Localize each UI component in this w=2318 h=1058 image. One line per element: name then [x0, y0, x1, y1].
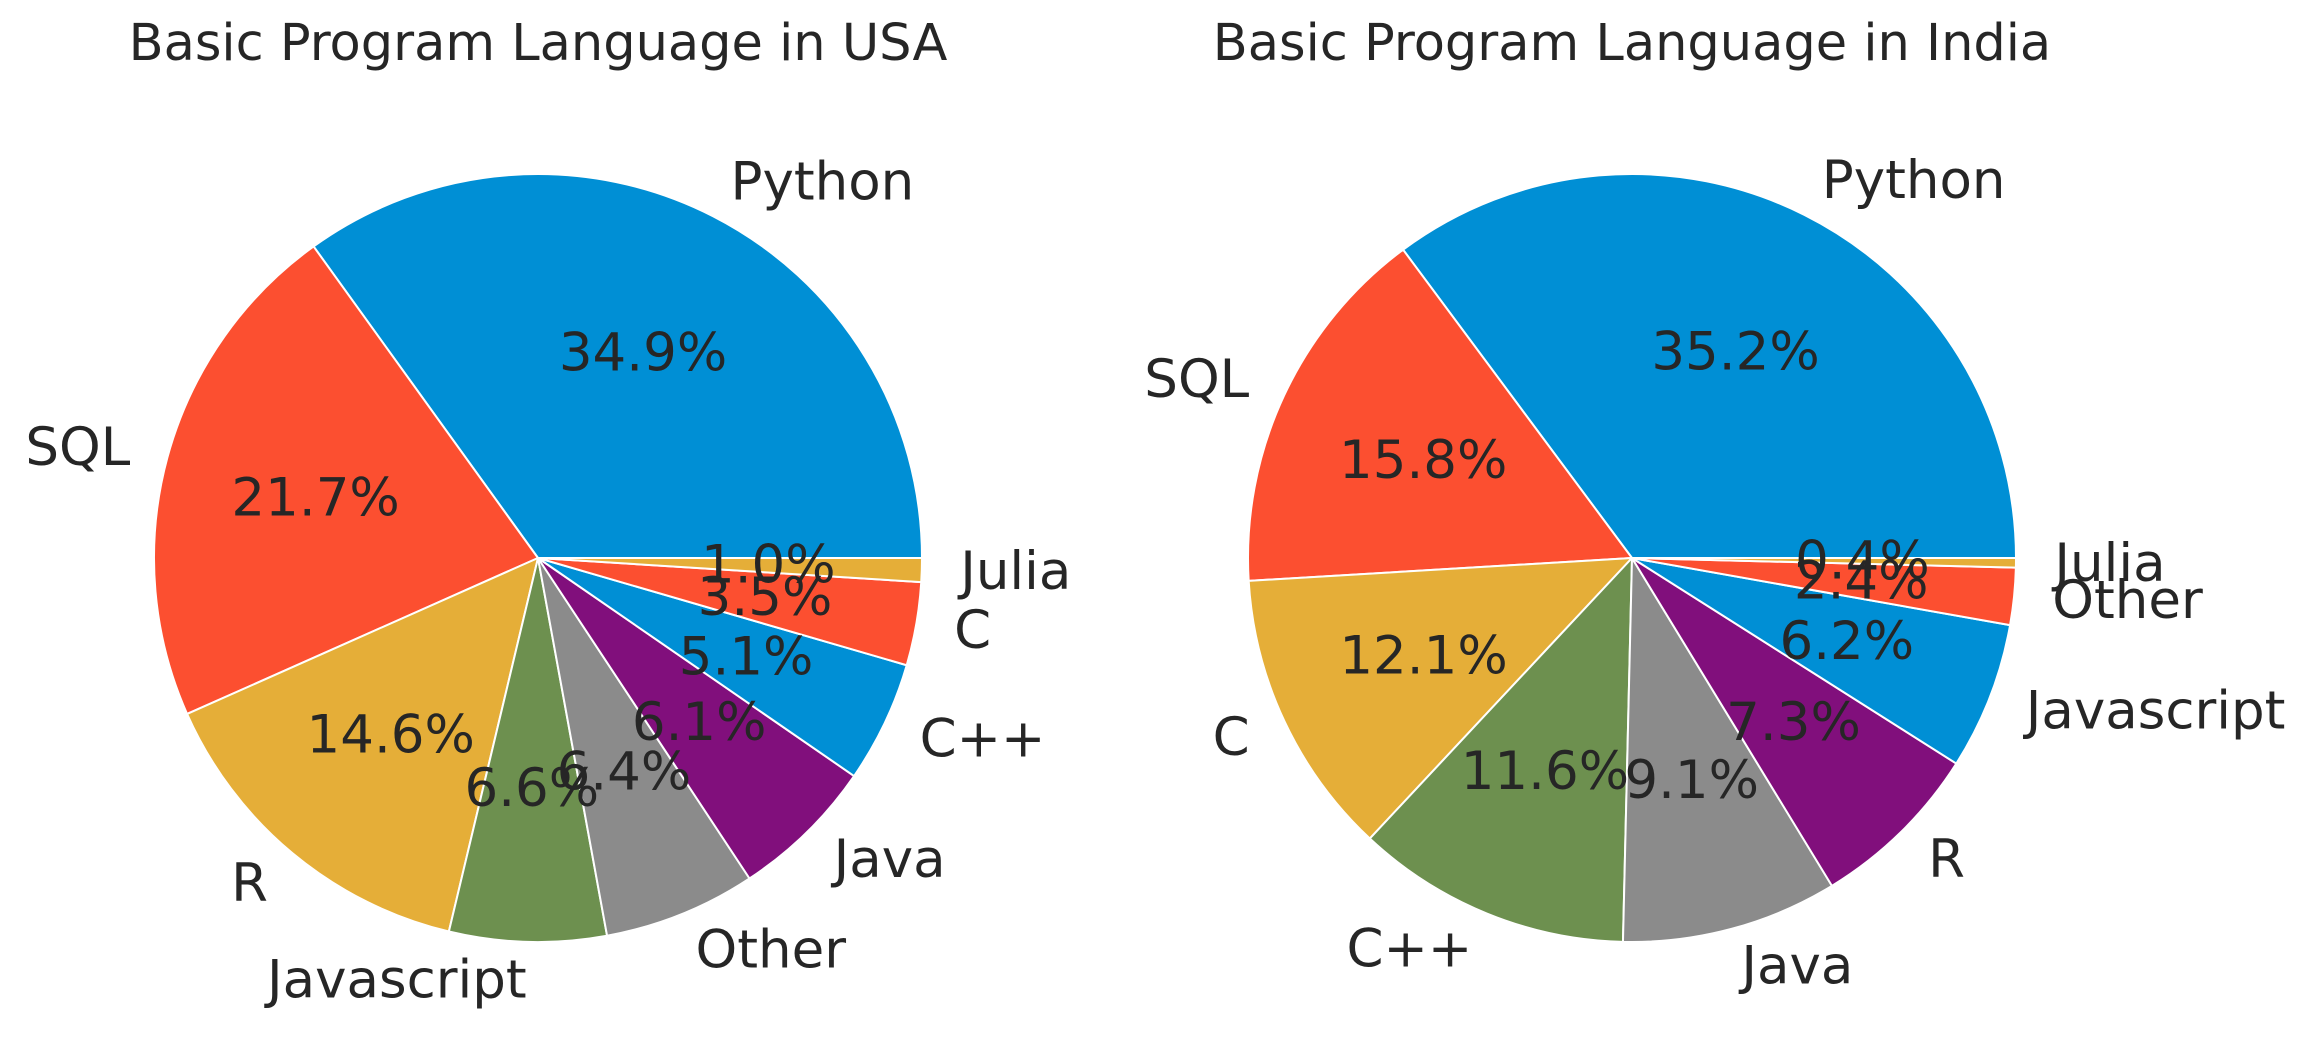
slice-label-usa-sql: SQL [25, 417, 130, 478]
pie-slice-india-cplusplus [1368, 557, 1633, 943]
percent-label-usa-other: 6.4% [557, 741, 692, 802]
pie-slice-india-sql [1247, 248, 1633, 582]
pie-slice-india-python [1402, 173, 2017, 559]
slice-label-usa-cplusplus: C++ [920, 709, 1046, 770]
percent-label-usa-julia: 1.0% [701, 535, 836, 596]
pie-slice-usa-java [537, 557, 856, 880]
slice-label-usa-javascript: Javascript [264, 950, 527, 1011]
percent-label-usa-python: 34.9% [559, 322, 727, 383]
percent-label-india-r: 7.3% [1726, 692, 1861, 753]
pie-slice-india-r [1631, 557, 1958, 887]
percent-label-usa-javascript: 6.6% [464, 758, 599, 819]
pie-slice-india-javascript [1631, 557, 2012, 765]
slice-label-usa-r: R [231, 852, 268, 913]
percent-label-usa-sql: 21.7% [231, 467, 399, 528]
slice-label-usa-python: Python [731, 152, 915, 213]
slices-india [1247, 173, 2018, 943]
slice-label-usa-julia: Julia [957, 541, 1071, 602]
slice-label-india-julia: Julia [2051, 533, 2165, 594]
pie-slice-usa-javascript [447, 557, 609, 943]
percent-label-india-python: 35.2% [1651, 322, 1819, 383]
pie-slice-india-java [1621, 557, 1833, 943]
slice-label-india-c: C [1213, 707, 1250, 768]
pie-chart-usa: Basic Program Language in USA Python 34.9… [25, 14, 1071, 1011]
slice-label-india-python: Python [1822, 150, 2006, 211]
pie-slice-india-c [1247, 557, 1633, 840]
percent-label-usa-java: 6.1% [632, 692, 767, 753]
percent-label-india-java: 9.1% [1624, 750, 1759, 811]
slice-label-india-javascript: Javascript [2023, 680, 2286, 741]
pie-slice-india-julia [1631, 557, 2018, 569]
percent-label-usa-c: 3.5% [698, 567, 833, 628]
chart-title-india: Basic Program Language in India [1213, 14, 2051, 73]
pie-chart-india: Basic Program Language in India Python 35… [1144, 14, 2285, 997]
slice-label-india-cplusplus: C++ [1346, 919, 1472, 980]
pie-slice-usa-r [186, 557, 539, 933]
slice-label-india-java: Java [1738, 936, 1853, 997]
labels-usa: Python 34.9% SQL 21.7% R 14.6% Javascript 6.6% O… [25, 152, 1071, 1011]
percent-label-usa-r: 14.6% [307, 705, 475, 766]
percent-label-india-sql: 15.8% [1339, 430, 1507, 491]
percent-label-usa-cplusplus: 5.1% [679, 626, 814, 687]
slice-label-india-other: Other [2052, 570, 2203, 631]
slice-label-usa-java: Java [831, 829, 946, 890]
labels-india: Python 35.2% SQL 15.8% C 12.1% C++ 11.6% Java 9.1… [1144, 150, 2285, 996]
pie-slice-usa-other [537, 557, 751, 937]
slice-label-india-r: R [1928, 829, 1965, 890]
percent-label-india-cplusplus: 11.6% [1461, 741, 1629, 802]
percent-label-india-c: 12.1% [1339, 626, 1507, 687]
pie-slice-usa-python [312, 173, 923, 559]
slice-label-india-sql: SQL [1144, 349, 1249, 410]
slice-label-usa-c: C [954, 600, 991, 661]
percent-label-india-other: 2.4% [1794, 551, 1929, 612]
chart-title-usa: Basic Program Language in USA [129, 14, 948, 73]
percent-label-india-javascript: 6.2% [1779, 611, 1914, 672]
pie-slice-usa-julia [537, 557, 923, 584]
percent-label-india-julia: 0.4% [1795, 530, 1930, 591]
slices-usa [153, 173, 923, 943]
slice-label-usa-other: Other [696, 919, 847, 980]
pie-slice-usa-sql [153, 245, 539, 715]
